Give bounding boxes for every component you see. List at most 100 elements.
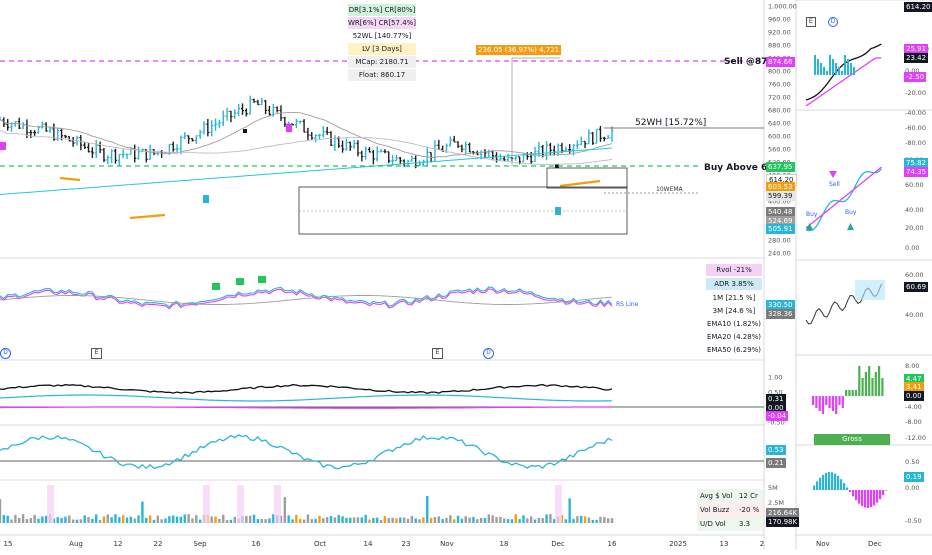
rs-line-panel: [0, 276, 613, 310]
tag-t5: 505.91: [766, 224, 795, 234]
p1-histogram-bar: [844, 55, 846, 75]
volume-bar: [580, 515, 583, 523]
event-marker-d2[interactable]: D: [483, 348, 494, 359]
volume-bar: [449, 515, 452, 523]
r-event-d[interactable]: D: [828, 17, 838, 27]
volume-bar: [329, 515, 333, 523]
volume-bar: [152, 519, 156, 523]
sell-label: Sell @874: [724, 57, 774, 67]
price-series: [0, 95, 614, 215]
volume-bar: [318, 515, 321, 523]
stat-ema20: EMA20 (4.28%): [706, 333, 762, 341]
rs-high-marker: [258, 276, 266, 283]
vol-tag-1: 216.64K: [766, 508, 800, 518]
volume-bar: [495, 517, 498, 523]
r-event-e[interactable]: E: [806, 17, 816, 27]
volume-bar: [518, 519, 521, 523]
volume-bar: [379, 519, 383, 523]
base-box-main: [298, 186, 628, 235]
p5-histogram-bar: [852, 490, 855, 497]
volume-bar: [599, 516, 602, 523]
p5-histogram-bar: [828, 472, 831, 490]
p4-histogram-bar: [812, 396, 815, 405]
vt-label-2: Vol Buzz: [700, 506, 730, 514]
p5-histogram-bar: [873, 490, 876, 506]
p4-axis-tick: -12.00: [905, 434, 926, 442]
stat-1m: 1M [21.5 %]: [712, 294, 756, 302]
volume-bar: [75, 519, 79, 523]
volume-bar: [325, 517, 329, 523]
base-box-right: [546, 167, 628, 189]
volume-bar: [553, 519, 556, 523]
p5-histogram-bar: [867, 490, 870, 508]
x-axis-tick: 16: [608, 540, 617, 548]
volume-bar: [452, 519, 456, 523]
volume-bar: [183, 514, 186, 523]
volume-bar: [310, 519, 313, 523]
volume-bar: [168, 516, 171, 523]
oscillator-2-panel: [0, 434, 764, 470]
vt-row-3: U/D Vol 3.3: [697, 517, 763, 531]
price-axis-tick: 920.00: [768, 29, 791, 37]
volume-bar: [0, 499, 2, 523]
r-event-d-label: D: [830, 19, 836, 25]
magenta-marker: [286, 124, 292, 132]
volume-bar: [437, 516, 440, 523]
p2-signal-label: Buy: [845, 209, 857, 216]
volume-bar: [214, 516, 217, 523]
tag-buy: 637.95: [766, 162, 795, 172]
p4-histogram-bar: [838, 396, 841, 405]
volume-bar: [245, 516, 248, 523]
p3-fill: [855, 280, 885, 300]
p5-histogram-bar: [876, 490, 879, 503]
p2-sell-arrow: [829, 171, 837, 178]
volume-bar: [248, 515, 252, 523]
volume-bar: [33, 514, 36, 523]
p1-histogram-bar: [832, 59, 834, 75]
vt-value-2: -20 %: [739, 506, 760, 514]
event-marker-e1[interactable]: E: [91, 348, 102, 359]
measure-tag: 236.05 (36.97%) 4,721: [476, 45, 562, 55]
r-event-e-label: E: [808, 19, 813, 25]
volume-panel: 5M 2.5M: [0, 484, 784, 523]
p2-line-magenta: [805, 166, 882, 229]
volume-bar: [399, 517, 402, 523]
volume-bar: [2, 515, 6, 523]
volume-bar: [510, 519, 514, 523]
p2-axis-tick: 0.00: [905, 244, 919, 252]
volume-bar: [387, 518, 390, 523]
osc-axis-tick: 0.50: [768, 389, 782, 397]
x-axis-tick: Aug: [69, 540, 83, 548]
price-axis-tick: 1,000.00: [768, 3, 797, 11]
tag-t2: 599.39: [766, 191, 795, 201]
volume-bar: [426, 496, 429, 523]
moving-averages: [0, 112, 613, 220]
volume-bar: [349, 517, 352, 523]
osc-axis-tick: -0.50: [768, 419, 785, 427]
p1-histogram-bar: [850, 63, 852, 75]
event-e2-label: E: [435, 350, 440, 356]
tag-last-top: 614.20: [904, 2, 932, 12]
volume-bar: [483, 518, 487, 523]
p1-histogram-bar: [820, 63, 822, 75]
price-axis-tick: 800.00: [768, 68, 791, 76]
x-axis-tick: Sep: [193, 540, 207, 548]
price-axis-tick: 760.00: [768, 81, 791, 89]
p5-histogram-bar: [831, 472, 834, 490]
event-marker-d1[interactable]: D: [0, 348, 11, 359]
osc-tag-3: -0.04: [766, 411, 789, 421]
p4-histogram-bar: [861, 378, 864, 396]
volume-highlight: [203, 485, 210, 523]
volume-bar: [64, 516, 67, 523]
stat-rvol: Rvol -21%: [706, 264, 762, 276]
volume-bar: [125, 517, 129, 523]
orange-segment: [59, 176, 81, 182]
price-axis-tick: 640.00: [768, 120, 791, 128]
vol-tag-2: 170.98K: [766, 517, 800, 527]
event-marker-e2[interactable]: E: [432, 348, 443, 359]
p1-histogram-bar: [838, 67, 840, 75]
info-52wl: 52WL [140.77%]: [348, 30, 416, 42]
volume-bar: [445, 517, 448, 523]
